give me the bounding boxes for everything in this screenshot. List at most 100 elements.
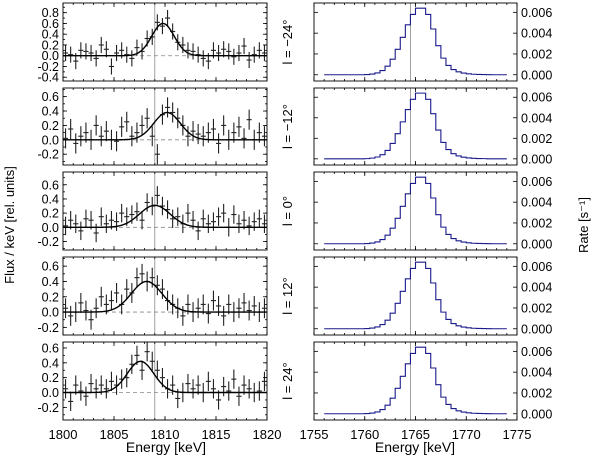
data-point xyxy=(205,371,211,392)
data-point xyxy=(185,373,191,394)
data-point xyxy=(185,126,191,147)
data-point xyxy=(261,371,267,392)
data-point xyxy=(195,375,201,395)
data-point xyxy=(78,292,84,313)
y-tick-label: 0.000 xyxy=(521,68,552,82)
panel-2: 0.60.40.20.0-0.2l = −12°0.0000.0020.0040… xyxy=(37,87,552,166)
y-tick-label: 0.006 xyxy=(521,260,552,274)
data-point xyxy=(93,50,99,67)
data-point xyxy=(170,209,176,229)
y-tick-label: 0.6 xyxy=(42,178,59,192)
data-point xyxy=(78,126,84,147)
data-point xyxy=(68,391,74,412)
data-point xyxy=(251,296,257,316)
data-point xyxy=(114,212,120,231)
data-point xyxy=(98,286,104,307)
data-point xyxy=(73,214,79,233)
data-point xyxy=(261,126,267,147)
y-tick-label: -0.2 xyxy=(37,148,59,162)
data-point xyxy=(190,379,196,399)
x-tick-label: 1820 xyxy=(253,427,282,442)
data-point xyxy=(200,126,206,147)
data-point xyxy=(216,296,222,316)
data-point xyxy=(241,37,247,55)
data-point xyxy=(256,209,262,229)
data-point xyxy=(154,360,160,380)
data-point xyxy=(226,43,232,60)
response-histogram xyxy=(324,92,507,160)
data-point xyxy=(139,263,145,284)
y-tick-label: 0.0 xyxy=(42,221,59,235)
data-point xyxy=(103,121,109,142)
y-tick-label: 0.6 xyxy=(42,17,59,31)
y-tick-label: 0.002 xyxy=(521,301,552,315)
data-point xyxy=(241,211,247,230)
response-panel: 0.000 0.002 0.004 0.006 1755 1760 1765 1770 1775 xyxy=(300,341,552,442)
data-point xyxy=(63,379,69,399)
data-point xyxy=(108,371,114,392)
spectrum-panel: 0.60.40.2 0.0-0.2 xyxy=(37,256,268,336)
panel-1: 0.80.60.40.20.0-0.2-0.4l = −24°0.0000.00… xyxy=(37,2,552,85)
data-point xyxy=(154,144,160,165)
data-point xyxy=(210,118,216,140)
data-point xyxy=(251,46,257,63)
data-point xyxy=(165,97,171,118)
data-point xyxy=(88,309,94,330)
x-tick-label: 1815 xyxy=(202,427,231,442)
data-point xyxy=(256,381,262,401)
data-point xyxy=(236,214,242,233)
data-point xyxy=(195,298,201,319)
data-point xyxy=(68,211,74,230)
data-point xyxy=(129,126,135,147)
data-point xyxy=(139,360,145,380)
data-point xyxy=(236,44,242,62)
data-point xyxy=(88,211,94,230)
right-x-axis-label: Energy [keV] xyxy=(375,439,455,455)
y-tick-label: 0.004 xyxy=(521,27,552,41)
data-point xyxy=(226,381,232,401)
data-point xyxy=(154,186,160,205)
fit-line xyxy=(63,360,267,394)
response-panel: 0.000 0.002 0.004 0.006 xyxy=(313,87,552,166)
left-x-axis-label: Energy [keV] xyxy=(126,439,206,455)
data-point xyxy=(129,50,135,67)
data-point xyxy=(83,43,89,60)
y-tick-label: 0.004 xyxy=(521,111,552,125)
data-point xyxy=(205,303,211,324)
y-tick-label: -0.2 xyxy=(37,401,59,415)
y-tick-label: 0.4 xyxy=(42,192,59,206)
data-point xyxy=(241,292,247,313)
data-point xyxy=(221,305,227,326)
data-point xyxy=(190,43,196,60)
x-tick-label: 1760 xyxy=(350,427,379,442)
y-tick-label: 0.000 xyxy=(521,322,552,336)
data-point xyxy=(98,207,104,226)
y-tick-label: 0.2 xyxy=(42,371,59,385)
y-tick-label: 0.004 xyxy=(521,196,552,210)
data-point xyxy=(195,221,201,241)
data-point xyxy=(221,41,227,58)
response-panel: 0.000 0.002 0.004 0.006 xyxy=(313,256,552,336)
data-point xyxy=(134,122,140,143)
y-tick-label: 0.002 xyxy=(521,386,552,400)
data-point xyxy=(261,298,267,319)
data-point xyxy=(200,50,206,67)
fit-line xyxy=(63,22,267,57)
y-tick-label: 0.0 xyxy=(42,306,59,320)
data-point xyxy=(261,214,267,233)
y-tick-label: -0.4 xyxy=(37,71,59,85)
data-point xyxy=(190,121,196,142)
data-point xyxy=(216,390,222,410)
data-point xyxy=(170,102,176,123)
data-point xyxy=(139,211,145,230)
x-tick-label: 1775 xyxy=(503,427,532,442)
data-point xyxy=(159,196,165,216)
response-histogram xyxy=(324,261,507,330)
x-tick-label: 1770 xyxy=(452,427,481,442)
y-tick-label: -0.2 xyxy=(37,60,59,74)
data-point xyxy=(180,305,186,326)
data-point xyxy=(210,212,216,231)
data-point xyxy=(129,354,135,374)
spectrum-panel: 0.80.60.40.20.0-0.2-0.4 xyxy=(37,2,268,85)
